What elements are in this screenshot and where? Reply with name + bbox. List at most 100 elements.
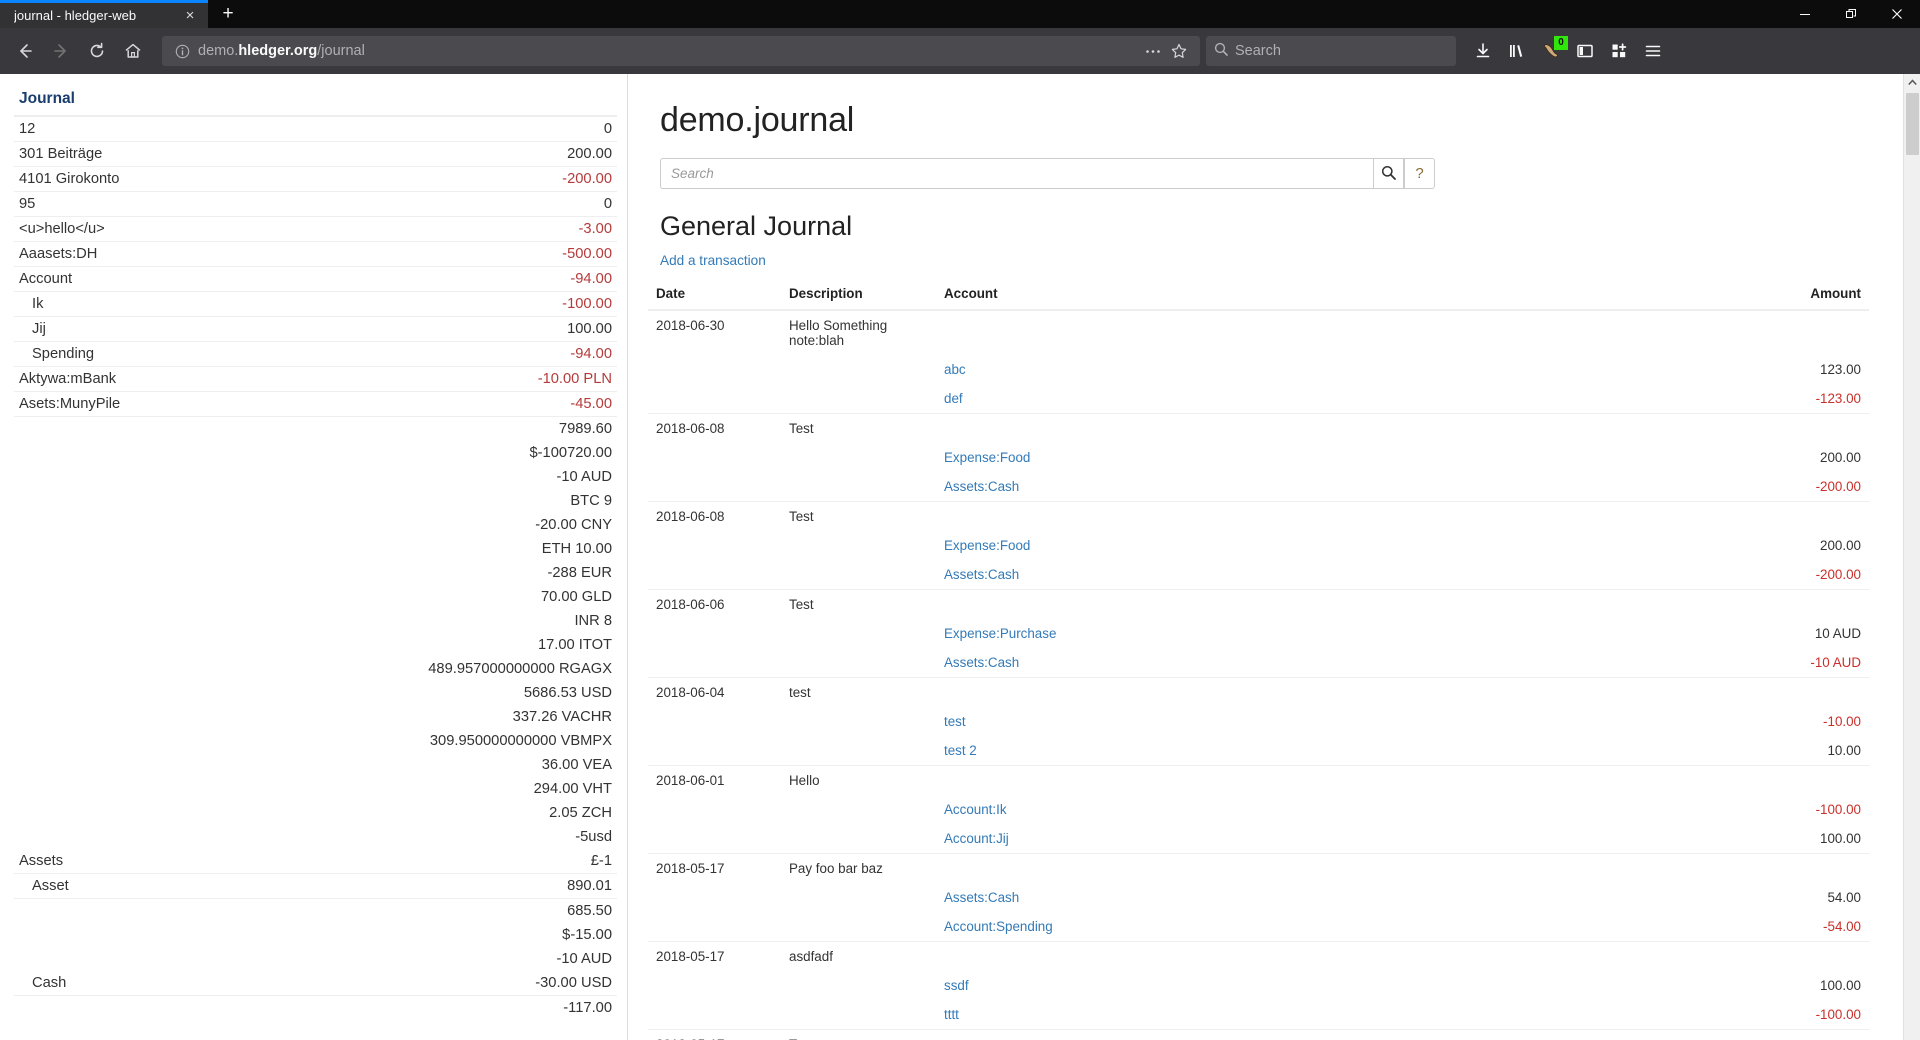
transaction-row[interactable]: 2018-05-17Test: [648, 1030, 1869, 1040]
sidebar-icon[interactable]: [1568, 34, 1602, 68]
account-row[interactable]: 489.957000000000 RGAGX: [14, 657, 617, 681]
account-row[interactable]: Ik -100.00: [14, 291, 617, 317]
add-transaction-link[interactable]: Add a transaction: [660, 253, 766, 268]
account-row[interactable]: 4101 Girokonto -200.00: [14, 166, 617, 192]
posting-row[interactable]: Account:Jij 100.00: [648, 824, 1869, 854]
account-name[interactable]: Cash: [14, 971, 394, 996]
account-row[interactable]: 70.00 GLD: [14, 585, 617, 609]
account-row[interactable]: -20.00 CNY: [14, 513, 617, 537]
account-name[interactable]: Spending: [14, 341, 394, 367]
account-name[interactable]: Ik: [14, 291, 394, 317]
account-row[interactable]: -10 AUD: [14, 947, 617, 971]
posting-row[interactable]: Expense:Purchase 10 AUD: [648, 619, 1869, 648]
posting-account[interactable]: Account:Jij: [936, 824, 1739, 854]
account-row[interactable]: Aaasets:DH -500.00: [14, 241, 617, 267]
account-name[interactable]: Account: [14, 266, 394, 292]
account-row[interactable]: 17.00 ITOT: [14, 633, 617, 657]
browser-search-bar[interactable]: Search: [1206, 36, 1456, 66]
posting-account-link[interactable]: Assets:Cash: [944, 479, 1020, 494]
account-row[interactable]: -5usd: [14, 825, 617, 849]
account-row[interactable]: 337.26 VACHR: [14, 705, 617, 729]
posting-account-link[interactable]: def: [944, 391, 963, 406]
transaction-row[interactable]: 2018-06-08 Test: [648, 502, 1869, 532]
account-name[interactable]: Aktywa:mBank: [14, 366, 394, 392]
account-row[interactable]: Asset 890.01: [14, 873, 617, 899]
account-name[interactable]: <u>hello</u>: [14, 216, 394, 242]
posting-account[interactable]: Assets:Cash: [936, 560, 1739, 590]
posting-row[interactable]: Assets:Cash -200.00: [648, 472, 1869, 502]
transaction-row[interactable]: 2018-05-17 asdfadf: [648, 942, 1869, 972]
account-row[interactable]: 2.05 ZCH: [14, 801, 617, 825]
extensions-grid-icon[interactable]: [1602, 34, 1636, 68]
browser-tab[interactable]: journal - hledger-web ×: [0, 0, 208, 28]
posting-account-link[interactable]: tttt: [944, 1007, 959, 1022]
posting-account-link[interactable]: Expense:Food: [944, 450, 1031, 465]
posting-row[interactable]: Assets:Cash 54.00: [648, 883, 1869, 912]
posting-account-link[interactable]: Account:Ik: [944, 802, 1007, 817]
account-row[interactable]: Jij 100.00: [14, 316, 617, 342]
account-name[interactable]: Asets:MunyPile: [14, 391, 394, 417]
posting-account[interactable]: Expense:Purchase: [936, 619, 1739, 648]
posting-account[interactable]: test 2: [936, 736, 1739, 766]
account-row[interactable]: Account -94.00: [14, 266, 617, 292]
account-row[interactable]: 294.00 VHT: [14, 777, 617, 801]
forward-arrow-icon[interactable]: [44, 34, 78, 68]
account-row[interactable]: -288 EUR: [14, 561, 617, 585]
search-help-button[interactable]: ?: [1404, 158, 1435, 189]
posting-account-link[interactable]: test 2: [944, 743, 977, 758]
account-row[interactable]: 95 0: [14, 191, 617, 217]
posting-account-link[interactable]: Expense:Purchase: [944, 626, 1057, 641]
restore-icon[interactable]: [1828, 0, 1874, 28]
posting-account[interactable]: def: [936, 384, 1739, 414]
account-row[interactable]: 685.50: [14, 899, 617, 924]
posting-account[interactable]: abc: [936, 355, 1739, 384]
scroll-up-arrow-icon[interactable]: [1904, 74, 1920, 91]
posting-account[interactable]: Account:Spending: [936, 912, 1739, 942]
account-row[interactable]: $-15.00: [14, 923, 617, 947]
search-input[interactable]: [660, 158, 1373, 189]
posting-account-link[interactable]: abc: [944, 362, 966, 377]
downloads-icon[interactable]: [1466, 34, 1500, 68]
posting-row[interactable]: Expense:Food 200.00: [648, 443, 1869, 472]
posting-account-link[interactable]: Expense:Food: [944, 538, 1031, 553]
posting-row[interactable]: test 2 10.00: [648, 736, 1869, 766]
account-row[interactable]: Cash -30.00 USD: [14, 971, 617, 996]
new-tab-button[interactable]: +: [222, 3, 234, 24]
posting-account[interactable]: Expense:Food: [936, 443, 1739, 472]
posting-account[interactable]: tttt: [936, 1000, 1739, 1030]
account-row[interactable]: -117.00: [14, 996, 617, 1021]
home-icon[interactable]: [116, 34, 150, 68]
account-row[interactable]: Aktywa:mBank -10.00 PLN: [14, 366, 617, 392]
posting-row[interactable]: abc 123.00: [648, 355, 1869, 384]
account-row[interactable]: ETH 10.00: [14, 537, 617, 561]
account-row[interactable]: <u>hello</u> -3.00: [14, 216, 617, 242]
posting-row[interactable]: Assets:Cash -200.00: [648, 560, 1869, 590]
transaction-row[interactable]: 2018-06-06 Test: [648, 590, 1869, 620]
posting-account[interactable]: Assets:Cash: [936, 648, 1739, 678]
account-name[interactable]: 301 Beiträge: [14, 141, 394, 167]
posting-row[interactable]: def -123.00: [648, 384, 1869, 414]
account-row[interactable]: Spending -94.00: [14, 341, 617, 367]
posting-account[interactable]: Expense:Food: [936, 531, 1739, 560]
account-row[interactable]: 7989.60: [14, 417, 617, 442]
close-icon[interactable]: [1874, 0, 1920, 28]
posting-row[interactable]: Assets:Cash -10 AUD: [648, 648, 1869, 678]
posting-account[interactable]: ssdf: [936, 971, 1739, 1000]
library-icon[interactable]: [1500, 34, 1534, 68]
posting-row[interactable]: test -10.00: [648, 707, 1869, 736]
account-row[interactable]: $-100720.00: [14, 441, 617, 465]
account-row[interactable]: 36.00 VEA: [14, 753, 617, 777]
account-name[interactable]: 95: [14, 191, 394, 217]
transaction-row[interactable]: 2018-06-01 Hello: [648, 766, 1869, 796]
info-circle-icon[interactable]: [170, 44, 194, 59]
account-row[interactable]: Asets:MunyPile -45.00: [14, 391, 617, 417]
posting-account-link[interactable]: Assets:Cash: [944, 567, 1020, 582]
posting-account-link[interactable]: Assets:Cash: [944, 890, 1020, 905]
url-bar[interactable]: demo.hledger.org/journal: [162, 36, 1200, 66]
account-row[interactable]: BTC 9: [14, 489, 617, 513]
posting-account[interactable]: Account:Ik: [936, 795, 1739, 824]
transaction-row[interactable]: 2018-05-17 Pay foo bar baz: [648, 854, 1869, 884]
posting-account-link[interactable]: test: [944, 714, 966, 729]
account-row[interactable]: Assets £-1: [14, 849, 617, 874]
account-name[interactable]: 12: [14, 116, 394, 142]
